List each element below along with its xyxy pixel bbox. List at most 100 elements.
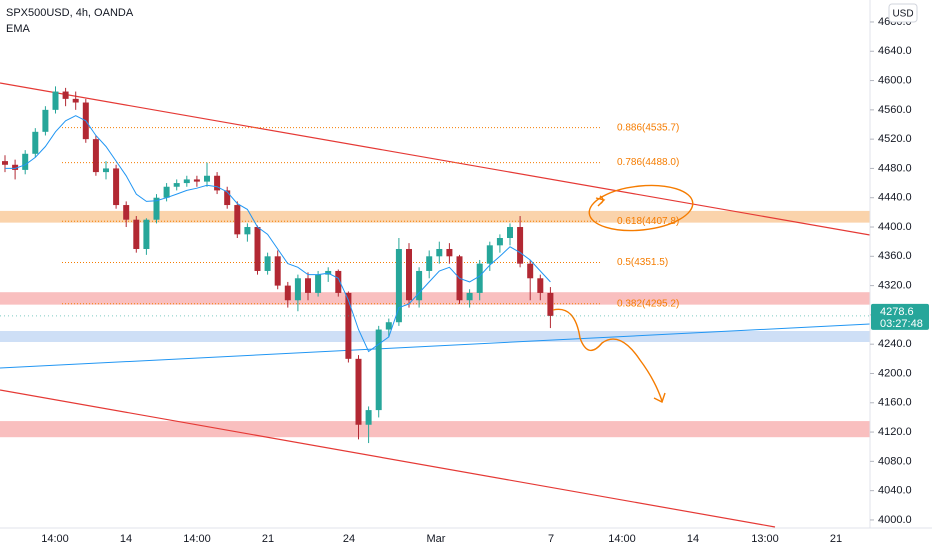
y-tick-label: 4120.0 <box>878 426 912 438</box>
y-tick-label: 4320.0 <box>878 280 912 292</box>
candle-body <box>315 274 322 293</box>
candle-body <box>103 168 109 173</box>
candle-body <box>416 270 423 301</box>
candle-body <box>113 168 120 206</box>
candle-body <box>52 91 59 110</box>
candle-body <box>426 256 433 271</box>
candle-body <box>446 248 453 257</box>
candle-body <box>22 153 29 170</box>
x-tick-label: 21 <box>830 533 842 545</box>
x-tick-label: 7 <box>548 533 554 545</box>
y-tick-label: 4360.0 <box>878 250 912 262</box>
x-tick-label: 14 <box>687 533 699 545</box>
candle-body <box>305 278 311 293</box>
candle-body <box>72 98 79 103</box>
candle-body <box>244 227 251 235</box>
candle-body <box>476 263 483 293</box>
candle-body <box>537 278 544 293</box>
x-tick-label: Mar <box>427 533 446 545</box>
y-tick-label: 4400.0 <box>878 221 912 233</box>
fib-label: 0.5(4351.5) <box>617 257 668 268</box>
candle-body <box>385 322 392 330</box>
candle-body <box>123 205 130 220</box>
y-tick-label: 4600.0 <box>878 74 912 86</box>
candle-body <box>345 292 352 359</box>
y-tick-label: 4520.0 <box>878 133 912 145</box>
y-tick-label: 4640.0 <box>878 45 912 57</box>
trend-line <box>0 323 870 369</box>
x-tick-label: 21 <box>262 533 274 545</box>
zone <box>0 421 870 438</box>
zone <box>0 210 870 223</box>
trend-line <box>0 389 776 528</box>
y-tick-label: 4560.0 <box>878 104 912 116</box>
candle-body <box>42 109 49 132</box>
fib-label: 0.886(4535.7) <box>617 122 679 133</box>
candle-body <box>395 248 402 323</box>
fib-label: 0.618(4407.8) <box>617 216 679 227</box>
last-price-label: 4278.6 <box>880 306 914 318</box>
candle-body <box>214 175 221 191</box>
candle-body <box>486 245 493 264</box>
candle-body <box>294 278 301 301</box>
candle-body <box>375 329 382 411</box>
candle-body <box>496 238 503 246</box>
y-tick-label: 4200.0 <box>878 367 912 379</box>
candle-body <box>284 285 291 301</box>
x-tick-label: 14:00 <box>183 533 211 545</box>
candle-body <box>517 227 524 264</box>
trend-line <box>0 82 870 236</box>
candle-body <box>547 292 554 316</box>
ema-line <box>5 115 551 353</box>
candle-body <box>254 227 261 271</box>
x-tick-label: 14:00 <box>608 533 636 545</box>
zone <box>0 331 870 342</box>
candle-body <box>183 179 190 184</box>
fib-label: 0.382(4295.2) <box>617 298 679 309</box>
candle-body <box>274 256 281 286</box>
indicator-label: EMA <box>6 23 31 35</box>
candle-body <box>32 131 39 154</box>
candle-body <box>133 219 140 249</box>
countdown-label: 03:27:48 <box>880 318 923 330</box>
y-tick-label: 4040.0 <box>878 485 912 497</box>
y-tick-label: 4080.0 <box>878 455 912 467</box>
x-tick-label: 13:00 <box>751 533 779 545</box>
y-tick-label: 4440.0 <box>878 192 912 204</box>
candle-body <box>264 256 271 271</box>
candle-body <box>466 292 473 301</box>
candle-body <box>92 139 99 173</box>
candle-body <box>163 186 170 198</box>
y-tick-label: 4240.0 <box>878 338 912 350</box>
symbol-title: SPX500USD, 4h, OANDA <box>6 7 134 19</box>
currency-label: USD <box>892 9 913 20</box>
candle-body <box>2 161 8 165</box>
currency-box <box>888 3 918 23</box>
candle-body <box>436 248 443 257</box>
forecast-path <box>552 308 663 402</box>
x-tick-label: 14:00 <box>41 533 69 545</box>
y-tick-label: 4160.0 <box>878 397 912 409</box>
candle-body <box>365 410 372 425</box>
annotation-arrow <box>595 195 606 207</box>
candle-body <box>153 197 160 220</box>
candle-body <box>355 358 362 425</box>
fib-label: 0.786(4488.0) <box>617 157 679 168</box>
candle-body <box>204 175 210 182</box>
y-tick-label: 4000.0 <box>878 514 912 526</box>
last-price-box <box>871 303 929 330</box>
candle-body <box>335 270 342 293</box>
candle-body <box>406 248 412 301</box>
zone <box>0 292 870 305</box>
candle-body <box>234 205 241 235</box>
candle-body <box>224 190 231 206</box>
y-tick-label: 4480.0 <box>878 162 912 174</box>
forecast-arrowhead <box>653 392 666 403</box>
x-tick-label: 24 <box>343 533 355 545</box>
candle-body <box>173 183 180 187</box>
candle-body <box>193 179 200 182</box>
candle-body <box>143 219 150 249</box>
annotation-ellipse <box>588 184 694 232</box>
candle-body <box>12 164 19 170</box>
